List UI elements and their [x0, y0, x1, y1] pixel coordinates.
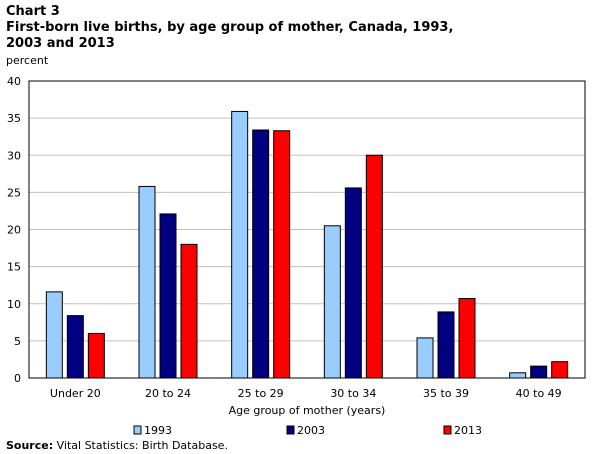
y-tick-label: 30	[7, 149, 21, 162]
legend-label-2013: 2013	[454, 424, 482, 437]
y-tick-label: 40	[7, 75, 21, 88]
bar-2003	[66, 315, 84, 379]
bar-1993	[231, 110, 249, 379]
source-prefix: Source:	[6, 439, 54, 452]
legend-label-2003: 2003	[297, 424, 325, 437]
bar-1993	[138, 185, 156, 379]
x-tick-label: 35 to 39	[423, 387, 469, 400]
bar-2013	[180, 243, 198, 379]
x-tick-label: Under 20	[50, 387, 101, 400]
y-tick-label: 35	[7, 112, 21, 125]
bar-2003	[437, 311, 455, 379]
y-tick-label: 20	[7, 224, 21, 237]
bar-2003	[530, 365, 548, 379]
y-tick-label: 5	[14, 335, 21, 348]
legend-label-1993: 1993	[144, 424, 172, 437]
y-tick-label: 10	[7, 298, 21, 311]
bar-2003	[159, 213, 177, 379]
x-tick-label: 40 to 49	[516, 387, 562, 400]
bar-2013	[458, 298, 476, 379]
bar-2013	[365, 154, 383, 379]
y-tick-label: 25	[7, 186, 21, 199]
source-text: Vital Statistics: Birth Database.	[53, 439, 228, 452]
bar-1993	[323, 225, 341, 379]
chart-title: First-born live births, by age group of …	[6, 20, 454, 51]
y-tick-label: 0	[14, 372, 21, 385]
x-tick-label: 20 to 24	[145, 387, 191, 400]
bar-2013	[551, 361, 569, 379]
bar-1993	[509, 372, 527, 379]
y-tick-label: 15	[7, 261, 21, 274]
x-tick-label: 30 to 34	[330, 387, 376, 400]
plot-frame	[28, 80, 586, 379]
legend-swatch-1993	[133, 425, 142, 435]
bar-2013	[87, 332, 105, 379]
source-note: Source: Vital Statistics: Birth Database…	[6, 439, 228, 452]
chart-number-label: Chart 3	[6, 4, 60, 19]
legend-swatch-2013	[443, 425, 452, 435]
bar-2003	[344, 187, 362, 379]
bar-1993	[45, 291, 63, 379]
x-axis-title: Age group of mother (years)	[229, 404, 386, 417]
bar-2003	[252, 129, 270, 379]
bar-2013	[273, 130, 291, 379]
bar-1993	[416, 337, 434, 379]
legend-swatch-2003	[286, 425, 295, 435]
y-axis-unit-label: percent	[6, 54, 49, 67]
x-tick-label: 25 to 29	[238, 387, 284, 400]
